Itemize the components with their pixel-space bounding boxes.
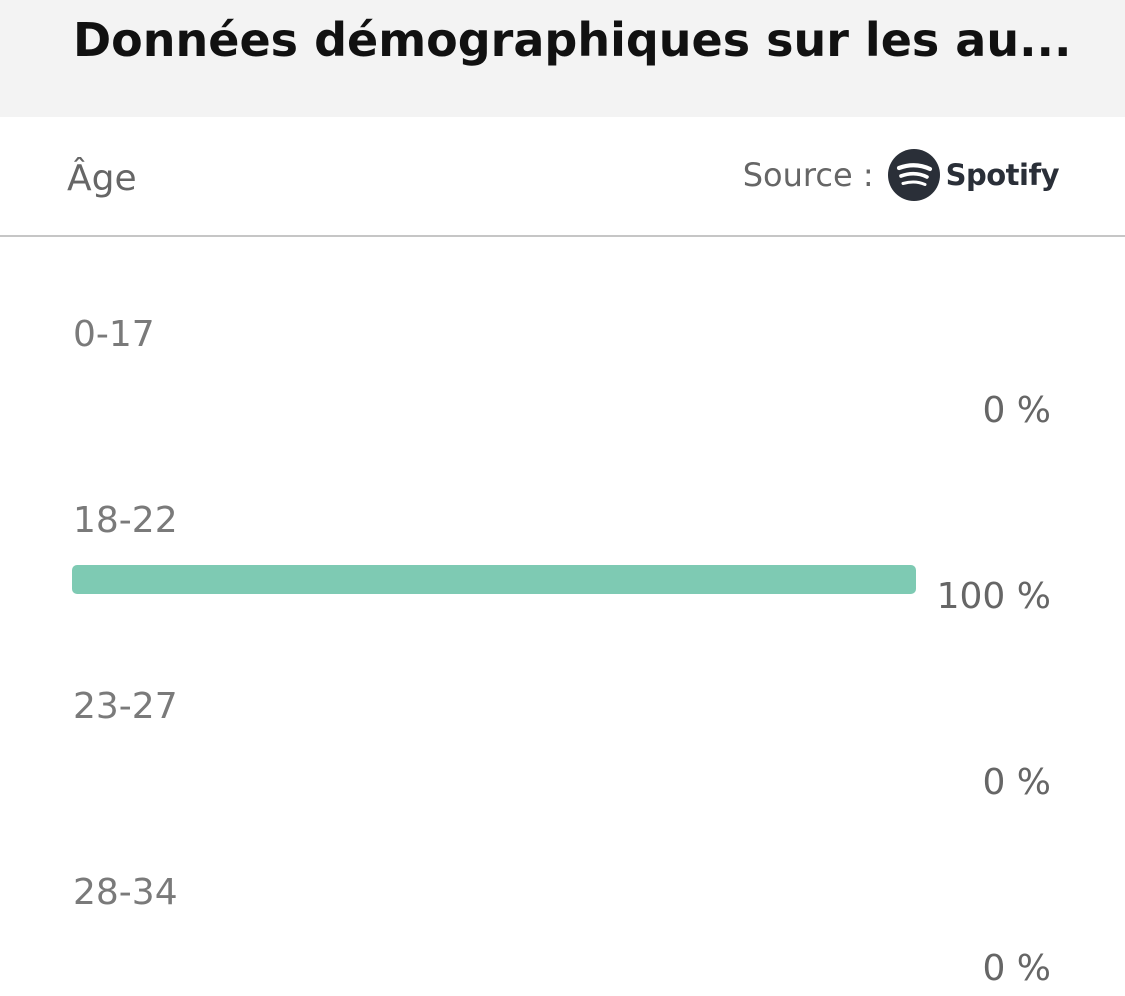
spotify-icon: [887, 149, 940, 201]
spotify-wordmark: Spotify: [945, 158, 1060, 192]
percentage-value: 0 %: [982, 390, 1051, 431]
age-range-label: 23-27: [73, 686, 178, 727]
percentage-value: 0 %: [982, 762, 1051, 803]
header: Données démographiques sur les au...: [0, 0, 1125, 117]
age-section-label: Âge: [67, 158, 137, 199]
section-header: Âge Source : Spotify: [0, 117, 1125, 237]
age-distribution-list: 0-17 0 % 18-22 100 % 23-27 0 % 28-34 0 %: [0, 237, 1125, 989]
percentage-bar: [72, 565, 916, 594]
percentage-value: 0 %: [982, 948, 1051, 989]
source-label: Source :: [742, 156, 874, 194]
page-title: Données démographiques sur les au...: [73, 13, 1072, 67]
list-item: 23-27 0 %: [0, 609, 1125, 803]
list-item: 0-17 0 %: [0, 237, 1125, 431]
age-range-label: 0-17: [73, 314, 155, 355]
percentage-value: 100 %: [936, 576, 1051, 617]
age-range-label: 28-34: [73, 872, 178, 913]
age-range-label: 18-22: [73, 500, 178, 541]
source-attribution: Source : Spotify: [742, 147, 1060, 203]
list-item: 28-34 0 %: [0, 795, 1125, 989]
list-item: 18-22 100 %: [0, 423, 1125, 617]
